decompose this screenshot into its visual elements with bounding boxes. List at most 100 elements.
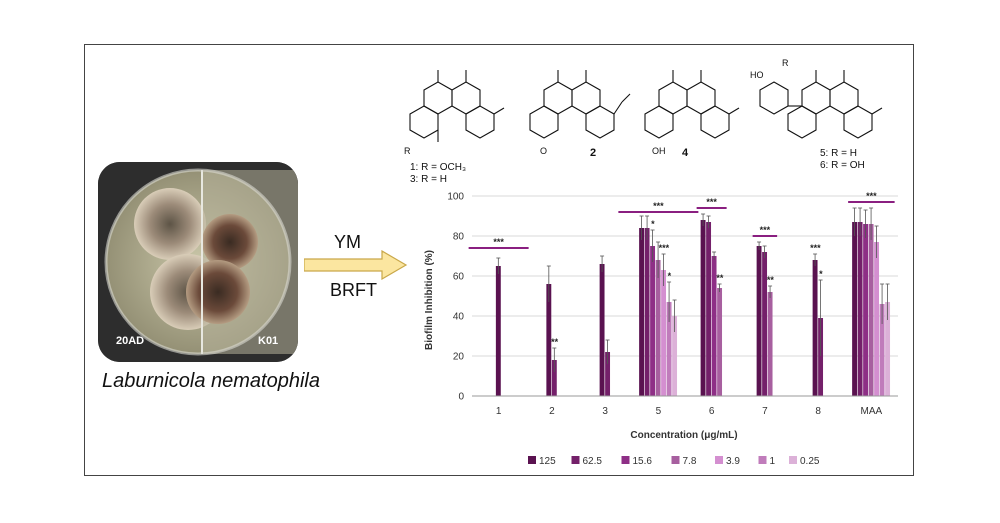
chemical-structures: R 1: R = OCH₃ 3: R = H O 2 OH 4 HO R 5: … — [404, 58, 883, 184]
x-tick-label: 2 — [549, 406, 555, 417]
compound-label-3: 3: R = H — [410, 174, 447, 184]
legend-swatch-7.8 — [671, 456, 680, 464]
bar-6-15.6 — [711, 256, 717, 396]
bar-MAA-7.8 — [868, 224, 874, 396]
structure-compound-5 — [759, 70, 883, 139]
x-tick-label: 8 — [815, 406, 821, 417]
bar-5-125 — [639, 228, 645, 396]
bar-5-0.25 — [672, 316, 678, 396]
legend-label-1: 1 — [770, 456, 776, 467]
structure-compound-1 — [409, 70, 505, 142]
significance-label: ** — [767, 275, 775, 285]
bar-5-3.9 — [661, 270, 667, 396]
arrow-label-top: YM — [334, 232, 361, 252]
phenol-label: HO — [750, 70, 764, 80]
bar-MAA-0.25 — [885, 302, 891, 396]
significance-label: *** — [653, 201, 664, 211]
bar-7-62.5 — [762, 252, 768, 396]
compound-label-1: 1: R = OCH₃ — [410, 162, 466, 173]
significance-label: * — [819, 269, 823, 279]
x-axis-label: Concentration (μg/mL) — [630, 430, 737, 441]
species-name: Laburnicola nematophila — [102, 370, 320, 392]
legend-label-7.8: 7.8 — [683, 456, 697, 467]
y-tick-label: 100 — [447, 192, 464, 203]
error-bars — [496, 207, 890, 372]
significance-label: *** — [810, 243, 821, 253]
significance-label: ** — [551, 337, 559, 347]
y-tick-label: 40 — [453, 312, 465, 323]
legend-label-62.5: 62.5 — [583, 456, 603, 467]
compound-label-2: 2 — [590, 147, 596, 159]
bar-MAA-15.6 — [863, 224, 869, 396]
bar-8-62.5 — [818, 318, 824, 396]
bar-2-125 — [546, 284, 552, 396]
y-axis-label: Biofilm Inhibition (%) — [424, 250, 435, 350]
legend-swatch-62.5 — [571, 456, 580, 464]
substituent-label-5: R — [782, 58, 789, 68]
gridlines — [472, 195, 898, 397]
legend-swatch-3.9 — [715, 456, 723, 464]
bar-3-125 — [599, 264, 605, 396]
y-tick-label: 0 — [458, 392, 464, 403]
bar-6-62.5 — [706, 222, 712, 396]
legend-label-15.6: 15.6 — [633, 456, 653, 467]
significance-label: *** — [706, 197, 717, 207]
x-tick-label: 1 — [496, 406, 502, 417]
compound-label-4: 4 — [682, 147, 689, 159]
bar-2-62.5 — [551, 360, 557, 396]
x-tick-label: 6 — [709, 406, 715, 417]
petri-dish-graphic: 20AD K01 — [98, 162, 298, 362]
x-tick-label: 5 — [656, 406, 662, 417]
legend-swatch-0.25 — [789, 456, 797, 464]
strain-label-left: 20AD — [116, 335, 144, 347]
legend-swatch-15.6 — [621, 456, 630, 464]
petri-dish-photo: 20AD K01 — [98, 162, 298, 362]
process-arrow — [304, 250, 408, 280]
bar-MAA-1 — [879, 304, 885, 396]
biofilm-inhibition-chart: ****************************** 020406080… — [424, 191, 898, 441]
compound-label-6: 6: R = OH — [820, 160, 865, 171]
bar-5-1 — [666, 302, 672, 396]
strain-label-right: K01 — [258, 335, 278, 347]
significance-label: *** — [866, 191, 877, 201]
bars — [495, 220, 891, 396]
significance-label: *** — [493, 237, 504, 247]
bar-7-125 — [756, 246, 762, 396]
axes: 0 20 40 60 80 100 1 2 3 5 6 7 8 MAA — [447, 192, 898, 417]
bar-MAA-125 — [852, 222, 858, 396]
substituent-label-4: OH — [652, 146, 666, 156]
legend-swatch-1 — [758, 456, 767, 464]
significance-marks: ****************************** — [468, 191, 895, 347]
bar-6-7.8 — [717, 288, 723, 396]
y-tick-label: 60 — [453, 272, 465, 283]
x-tick-label: 7 — [762, 406, 768, 417]
bar-5-62.5 — [644, 228, 650, 396]
legend-swatch-125 — [528, 456, 536, 464]
bar-8-125 — [812, 260, 818, 396]
y-tick-label: 20 — [453, 352, 465, 363]
legend-label-3.9: 3.9 — [726, 456, 740, 467]
bar-7-7.8 — [767, 292, 773, 396]
substituent-label-1: R — [404, 146, 411, 156]
significance-label: *** — [760, 225, 771, 235]
x-tick-label: MAA — [861, 406, 883, 417]
y-tick-label: 80 — [453, 232, 465, 243]
significance-label: * — [668, 271, 672, 281]
colony-right-bottom — [186, 260, 250, 324]
arrow-label-bottom: BRFT — [330, 280, 377, 300]
significance-label: ** — [716, 273, 724, 283]
bar-5-7.8 — [655, 260, 661, 396]
bar-3-62.5 — [605, 352, 611, 396]
structure-compound-4 — [644, 70, 740, 139]
significance-label: * — [651, 219, 655, 229]
bar-MAA-3.9 — [874, 242, 880, 396]
significance-label: *** — [659, 243, 670, 253]
substituent-label-2: O — [540, 146, 547, 156]
x-tick-label: 3 — [602, 406, 608, 417]
chart-legend: 125 62.5 15.6 7.8 3.9 1 0.25 — [528, 456, 820, 467]
bar-1-125 — [495, 266, 501, 396]
legend-label-0.25: 0.25 — [800, 456, 820, 467]
bar-MAA-62.5 — [857, 222, 863, 396]
bar-6-125 — [700, 220, 706, 396]
colony-right-top — [202, 214, 258, 270]
